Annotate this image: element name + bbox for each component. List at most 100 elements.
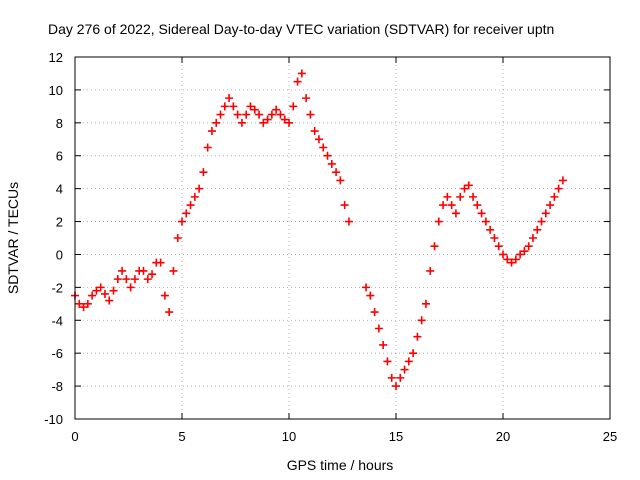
data-point <box>118 266 127 275</box>
data-point <box>96 283 105 292</box>
data-point <box>207 127 216 136</box>
y-tick-label: -4 <box>51 313 63 328</box>
data-point <box>314 135 323 144</box>
data-point <box>460 184 469 193</box>
data-point <box>443 192 452 201</box>
data-point <box>404 357 413 366</box>
data-point <box>520 247 529 256</box>
data-point <box>537 217 546 226</box>
plot-frame <box>74 56 611 420</box>
data-point <box>88 291 97 300</box>
data-point <box>533 225 542 234</box>
data-point <box>178 217 186 226</box>
data-point <box>486 225 495 234</box>
data-point <box>195 184 204 193</box>
data-point <box>105 296 114 305</box>
data-point <box>374 324 383 333</box>
data-point <box>182 209 191 218</box>
data-point <box>100 289 109 298</box>
data-point <box>344 217 353 226</box>
data-point <box>83 299 92 308</box>
data-point <box>293 77 302 86</box>
data-point <box>490 234 499 242</box>
data-point <box>528 234 537 242</box>
data-point <box>126 283 135 292</box>
data-point <box>237 118 246 127</box>
data-point <box>289 102 298 111</box>
data-point <box>143 275 152 284</box>
data-point <box>503 255 512 264</box>
y-tick-label: 6 <box>56 149 63 164</box>
data-point <box>306 110 315 119</box>
x-tick-label: 10 <box>282 429 296 444</box>
x-axis-title: GPS time / hours <box>287 457 394 473</box>
data-point <box>130 275 139 284</box>
data-point <box>92 286 101 295</box>
data-point <box>421 299 430 308</box>
data-point <box>524 242 533 251</box>
data-point <box>285 118 293 127</box>
data-point <box>469 192 478 201</box>
data-point <box>297 69 306 78</box>
x-tick-label: 25 <box>603 429 617 444</box>
data-point <box>267 110 276 119</box>
data-point <box>370 308 379 317</box>
data-point <box>79 303 88 312</box>
data-point <box>272 105 281 114</box>
data-point <box>203 143 212 152</box>
data-point <box>173 234 182 242</box>
data-point <box>439 201 448 210</box>
data-point <box>169 266 178 275</box>
data-point <box>190 192 199 201</box>
data-point <box>481 217 490 226</box>
series-sdtvar <box>71 69 567 391</box>
axis-ticks: 0 5 10 15 20 25 -10 -8 -6 -4 -2 0 2 4 6 8 10 12 <box>44 50 617 444</box>
data-point <box>255 110 264 119</box>
data-point <box>558 176 567 185</box>
data-point <box>263 115 272 124</box>
data-point <box>250 105 259 114</box>
data-point <box>511 255 520 264</box>
data-point <box>216 110 225 119</box>
data-point <box>396 373 405 382</box>
data-point <box>430 242 439 251</box>
data-point <box>426 266 435 275</box>
data-point <box>340 201 349 210</box>
data-point <box>447 201 456 210</box>
data-point <box>400 365 409 374</box>
data-point <box>332 168 341 177</box>
data-point <box>456 192 465 201</box>
data-point <box>186 201 195 210</box>
y-tick-label: 8 <box>56 116 63 131</box>
data-point <box>233 110 242 119</box>
data-point <box>387 373 396 382</box>
y-tick-label: -2 <box>51 280 63 295</box>
data-point <box>362 283 371 292</box>
data-point <box>302 94 311 103</box>
x-tick-label: 15 <box>389 429 403 444</box>
data-point <box>310 127 319 136</box>
data-point <box>366 291 375 300</box>
y-tick-label: 4 <box>56 182 63 197</box>
data-point <box>507 258 516 267</box>
y-tick-label: -8 <box>51 379 63 394</box>
data-point <box>379 340 388 349</box>
data-point <box>323 151 332 160</box>
data-point <box>156 258 165 267</box>
y-tick-label: 0 <box>56 247 63 262</box>
data-point <box>434 217 443 226</box>
data-point <box>259 118 268 127</box>
grid-lines <box>75 57 610 419</box>
data-point <box>451 209 460 218</box>
data-point <box>160 291 169 300</box>
data-point <box>109 286 118 295</box>
y-tick-label: 12 <box>49 50 63 65</box>
data-point <box>473 201 482 210</box>
data-point <box>550 192 559 201</box>
data-point <box>229 102 238 111</box>
data-point <box>212 118 221 127</box>
data-point <box>464 181 473 190</box>
data-point <box>246 102 255 111</box>
data-point <box>75 299 84 308</box>
